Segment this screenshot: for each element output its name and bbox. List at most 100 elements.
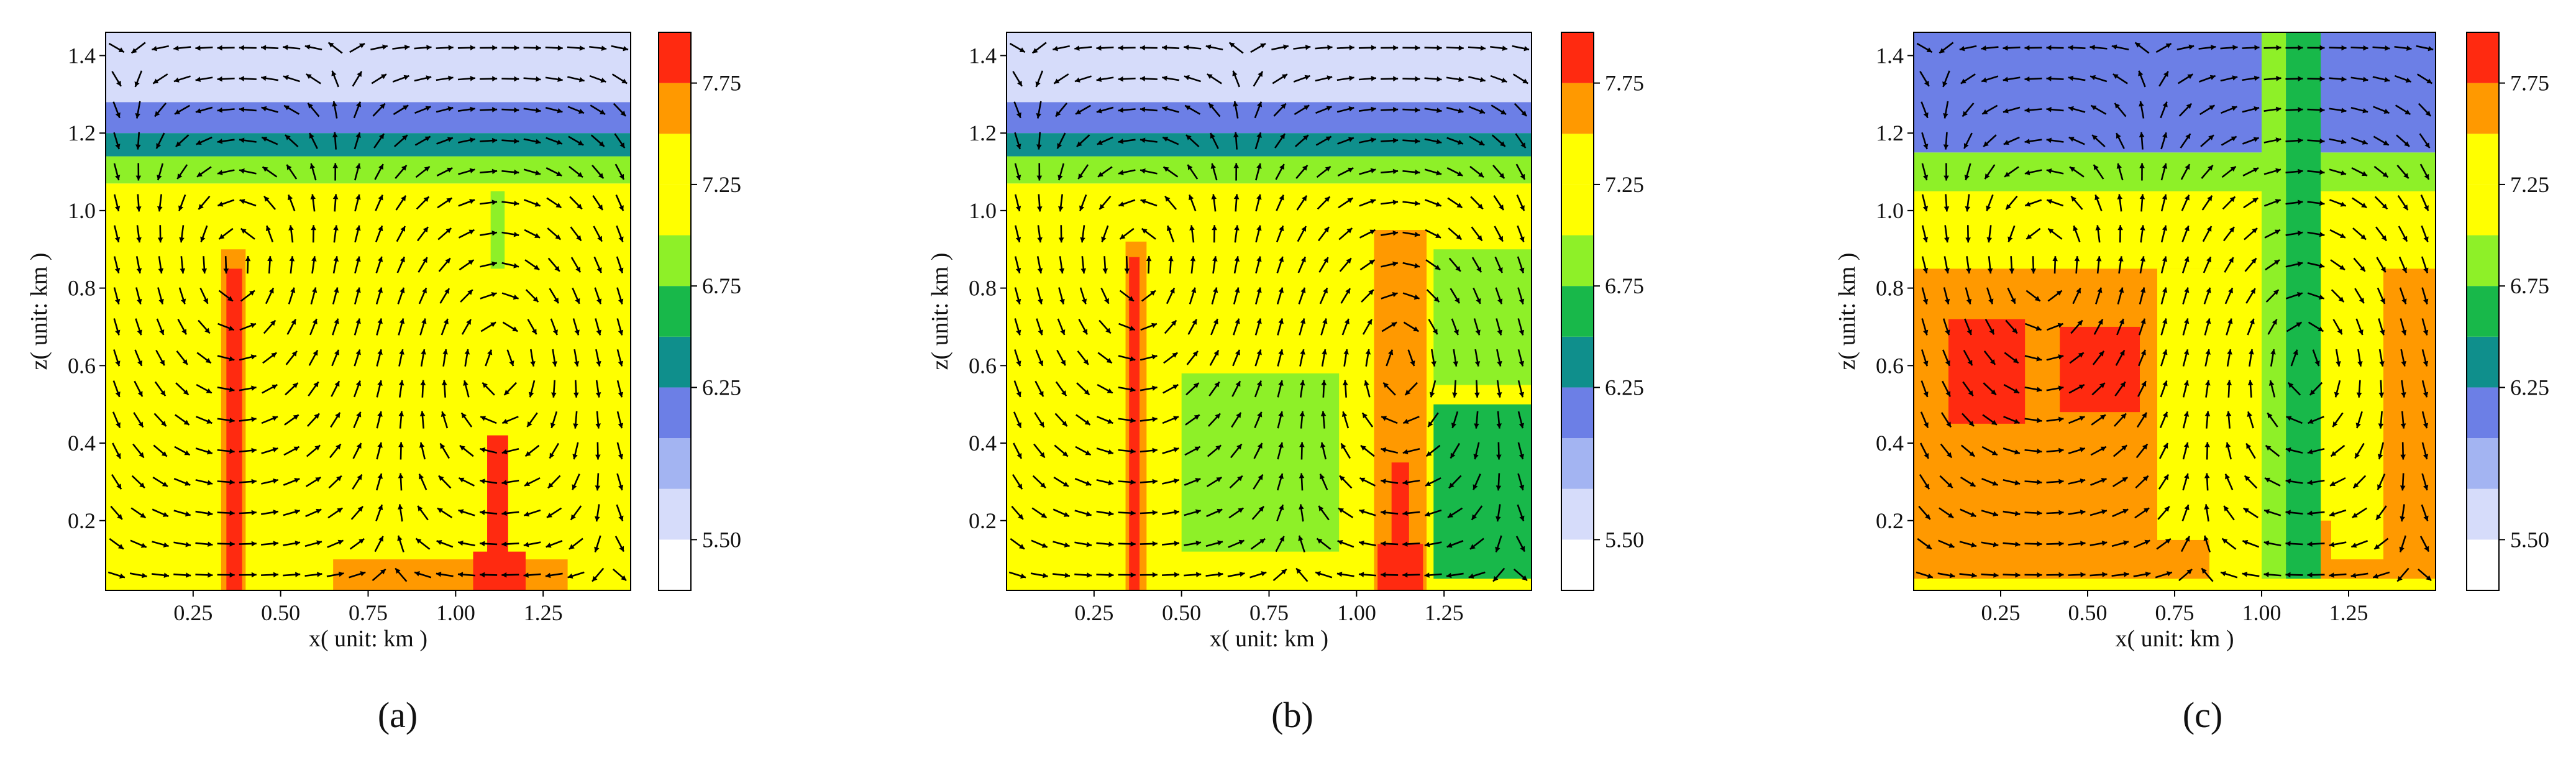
panel-a-velocity-arrow — [614, 133, 626, 149]
panel-a-velocity-arrow — [527, 319, 537, 335]
panel-b-y-tick-label: 1.0 — [969, 198, 997, 223]
panel-c-velocity-arrow — [2332, 412, 2344, 428]
panel-a-velocity-arrow — [201, 256, 208, 274]
panel-a-velocity-arrow — [283, 75, 301, 83]
panel-a-velocity-arrow — [112, 101, 121, 119]
panel-a-colorbar-tick-label: 6.25 — [702, 375, 741, 400]
panel-b-velocity-arrow — [1320, 442, 1327, 460]
panel-a-velocity-arrow — [398, 380, 404, 398]
panel-c-velocity-arrow — [2068, 383, 2085, 394]
panel-a-velocity-arrow — [262, 352, 278, 364]
panel-a-axes: 0.25 0.50 0.75 1.00 1.25 0.2 0.4 0.6 0.8 1.0 1.2 1.… — [68, 32, 631, 625]
panel-a-velocity-arrow — [501, 169, 519, 175]
panel-c-velocity-arrow — [2399, 535, 2407, 552]
panel-b-velocity-arrow — [1315, 106, 1333, 114]
panel-b-velocity-arrow — [1468, 45, 1486, 51]
panel-b-velocity-arrow — [1036, 101, 1042, 119]
panel-a-velocity-arrow — [349, 42, 365, 53]
panel-c-velocity-arrow — [1916, 42, 1933, 53]
panel-b-velocity-arrow — [1118, 199, 1136, 207]
panel-b-velocity-arrow — [1424, 509, 1442, 517]
panel-b-velocity-arrow — [1451, 318, 1459, 336]
panel-c-velocity-arrow — [1919, 71, 1930, 87]
panel-a-velocity-arrow — [547, 257, 560, 272]
panel-a-velocity-arrow — [217, 386, 235, 393]
panel-a-velocity-arrow — [333, 225, 339, 243]
panel-c-velocity-arrow — [2244, 227, 2258, 240]
panel-a-field — [106, 32, 631, 590]
panel-b-velocity-arrow — [1358, 540, 1376, 547]
panel-b-velocity-arrow — [1036, 132, 1042, 150]
panel-a-velocity-arrow — [458, 199, 475, 207]
panel-a-velocity-arrow — [501, 572, 519, 578]
panel-b-velocity-arrow — [1232, 349, 1241, 367]
panel-b-velocity-arrow — [1210, 132, 1219, 149]
panel-b-velocity-arrow — [1162, 45, 1180, 50]
panel-a-velocity-arrow — [568, 135, 584, 146]
panel-b-velocity-arrow — [1164, 319, 1177, 334]
panel-b-velocity-arrow — [1032, 475, 1046, 488]
panel-b-velocity-arrow — [1212, 256, 1218, 274]
panel-b-velocity-arrow — [1253, 474, 1264, 490]
panel-b-velocity-arrow — [1496, 473, 1502, 491]
panel-c-velocity-arrow — [2225, 442, 2232, 460]
panel-a-velocity-arrow — [199, 287, 209, 305]
panel-b-velocity-arrow — [1058, 225, 1064, 243]
panel-b-velocity-arrow — [1255, 194, 1262, 212]
panel-a-velocity-arrow — [289, 256, 295, 274]
panel-b-velocity-arrow — [1014, 194, 1021, 212]
panel-a-velocity-arrow — [307, 103, 320, 117]
panel-b-velocity-arrow — [1233, 101, 1239, 119]
panel-a-velocity-arrow — [180, 256, 186, 274]
panel-c-velocity-arrow — [1943, 287, 1950, 305]
panel-c-velocity-arrow — [1981, 572, 1999, 578]
panel-a-velocity-arrow — [375, 256, 383, 273]
panel-b-velocity-arrow — [1446, 45, 1464, 51]
panel-b-velocity-arrow — [1424, 45, 1442, 51]
panel-a-velocity-arrow — [616, 225, 624, 242]
panel-c-velocity-arrow — [2003, 76, 2021, 83]
panel-a-velocity-arrow — [195, 541, 213, 547]
panel-a-velocity-arrow — [157, 194, 163, 212]
panel-b-velocity-arrow — [1187, 164, 1199, 180]
panel-a-velocity-arrow — [349, 571, 366, 579]
panel-a-velocity-arrow — [217, 139, 235, 144]
panel-a-velocity-arrow — [414, 75, 432, 82]
panel-b-velocity-arrow — [1317, 196, 1331, 210]
panel-b-velocity-arrow — [1118, 510, 1136, 516]
panel-c-velocity-arrow — [2419, 163, 2430, 180]
panel-b-velocity-arrow — [1276, 287, 1284, 305]
panel-c-field-region-8 — [1948, 319, 2026, 424]
panel-c-velocity-arrow — [2096, 256, 2102, 274]
panel-c-velocity-arrow — [1920, 442, 1929, 459]
panel-b-velocity-arrow — [1184, 446, 1201, 456]
panel-b-velocity-arrow — [1471, 257, 1482, 273]
panel-c-velocity-arrow — [1917, 538, 1932, 550]
panel-a-velocity-arrow — [332, 287, 339, 305]
panel-b-velocity-arrow — [1491, 104, 1507, 116]
panel-c-velocity-arrow — [2398, 256, 2408, 273]
panel-b-velocity-arrow — [1184, 509, 1202, 516]
panel-c-velocity-arrow — [2226, 318, 2233, 336]
panel-b-velocity-arrow — [1276, 225, 1284, 242]
panel-b-colorbar-segment — [1561, 83, 1594, 134]
panel-b-velocity-arrow — [1096, 447, 1114, 455]
panel-c-velocity-arrow — [2285, 76, 2303, 81]
panel-a-velocity-arrow — [349, 538, 365, 550]
panel-c-velocity-arrow — [2070, 319, 2083, 334]
panel-a-velocity-arrow — [501, 231, 519, 237]
panel-b-velocity-arrow — [1517, 473, 1525, 491]
panel-b-velocity-arrow — [1275, 163, 1285, 180]
panel-a-colorbar-frame — [658, 32, 692, 591]
panel-c-velocity-arrow — [1921, 101, 1929, 119]
panel-b-velocity-arrow — [1381, 321, 1397, 332]
panel-b-field-region-4 — [1007, 102, 1532, 134]
panel-b-velocity-arrow — [1365, 349, 1371, 367]
panel-a-velocity-arrow — [354, 225, 361, 243]
panel-a-velocity-arrow — [372, 103, 386, 117]
panel-a-velocity-arrow — [593, 226, 603, 242]
panel-b-velocity-arrow — [1491, 134, 1506, 147]
panel-c-velocity-arrow — [2198, 44, 2216, 50]
panel-a-velocity-arrow — [501, 76, 519, 82]
